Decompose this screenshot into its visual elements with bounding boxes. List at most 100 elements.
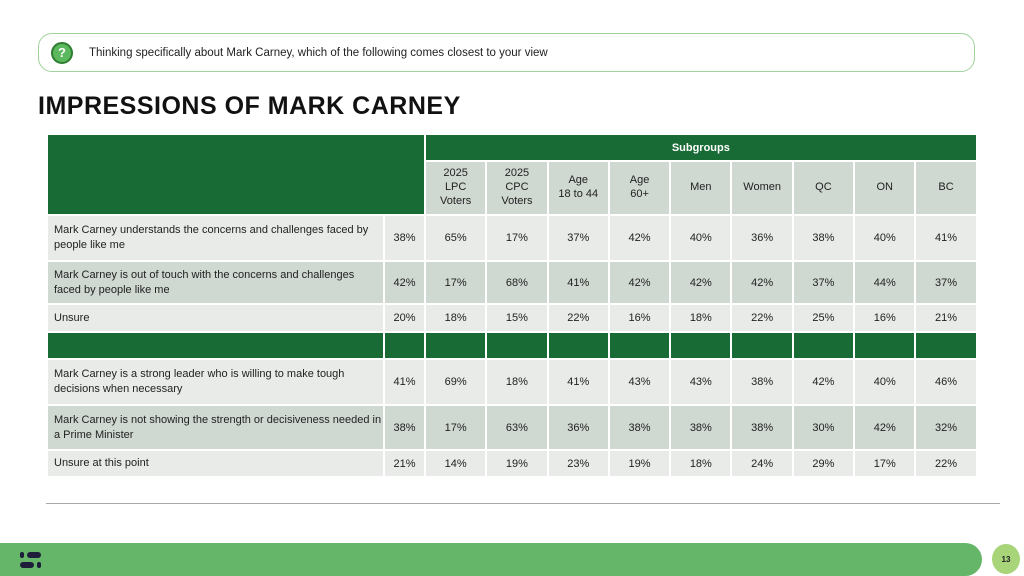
cell-value: 18% (423, 303, 488, 333)
separator-cell (607, 331, 672, 360)
cell-value: 42% (791, 358, 856, 406)
separator-cell (914, 331, 978, 360)
cell-value: 41% (546, 260, 610, 305)
cell-value: 24% (730, 449, 794, 478)
cell-value: 63% (485, 404, 549, 451)
cell-value: 43% (607, 358, 672, 406)
divider (46, 503, 1000, 504)
cell-value: 42% (669, 260, 733, 305)
cell-value: 68% (485, 260, 549, 305)
cell-value: 25% (791, 303, 856, 333)
separator-cell (791, 331, 856, 360)
cell-value: 17% (485, 214, 549, 262)
separator-cell (46, 331, 385, 360)
cell-value: 22% (914, 449, 978, 478)
cell-value: 14% (423, 449, 488, 478)
cell-value: 17% (423, 404, 488, 451)
cell-value: 44% (853, 260, 917, 305)
column-header: Men (669, 160, 733, 216)
table-row: Unsure 20% 18% 15% 22% 16% 18% 22% 25% 16% 21% (46, 303, 978, 333)
separator-cell (853, 331, 917, 360)
column-header-line: Women (743, 181, 781, 194)
column-header-line: Voters (501, 194, 533, 207)
separator-cell (423, 331, 488, 360)
row-label: Mark Carney is a strong leader who is wi… (46, 358, 385, 406)
cell-value: 21% (914, 303, 978, 333)
column-header-line: 2025 (443, 167, 468, 180)
row-label: Mark Carney is not showing the strength … (46, 404, 385, 451)
column-header-line: Age (568, 174, 589, 187)
separator-cell (730, 331, 794, 360)
column-header: 2025 LPC Voters (423, 160, 488, 216)
column-header: BC (914, 160, 978, 216)
column-header-line: Men (690, 181, 712, 194)
cell-value: 17% (423, 260, 488, 305)
cell-value: 36% (546, 404, 610, 451)
cell-value: 38% (669, 404, 733, 451)
cell-value: 65% (423, 214, 488, 262)
cell-value: 41% (914, 214, 978, 262)
cell-value: 19% (607, 449, 672, 478)
question-box: ? Thinking specifically about Mark Carne… (38, 33, 975, 72)
results-table: Subgroups 2025 LPC Voters 2025 CPC Voters Age 1… (46, 133, 978, 478)
total-value: 41% (383, 358, 426, 406)
column-header: QC (791, 160, 856, 216)
separator-cell (485, 331, 549, 360)
row-label: Mark Carney understands the concerns and… (46, 214, 385, 262)
footer-bar (0, 543, 982, 576)
table-row: Unsure at this point 21% 14% 19% 23% 19% 18% 24… (46, 449, 978, 478)
table-row: Mark Carney is not showing the strength … (46, 404, 978, 451)
cell-value: 38% (791, 214, 856, 262)
cell-value: 41% (546, 358, 610, 406)
column-header-line: 60+ (630, 188, 649, 200)
cell-value: 19% (485, 449, 549, 478)
column-header: ON (853, 160, 917, 216)
cell-value: 42% (607, 214, 672, 262)
column-header-line: LPC (444, 181, 467, 194)
cell-value: 29% (791, 449, 856, 478)
cell-value: 18% (485, 358, 549, 406)
cell-value: 18% (669, 449, 733, 478)
cell-value: 40% (853, 358, 917, 406)
cell-value: 37% (791, 260, 856, 305)
page-title: IMPRESSIONS OF MARK CARNEY (38, 92, 461, 120)
question-icon: ? (51, 41, 73, 64)
column-header-line: BC (938, 181, 954, 194)
row-label: Unsure at this point (46, 449, 385, 478)
cell-value: 37% (546, 214, 610, 262)
cell-value: 30% (791, 404, 856, 451)
table-row: Mark Carney understands the concerns and… (46, 214, 978, 262)
cell-value: 18% (669, 303, 733, 333)
row-label: Mark Carney is out of touch with the con… (46, 260, 385, 305)
header-blank (46, 133, 426, 216)
cell-value: 16% (607, 303, 672, 333)
cell-value: 22% (546, 303, 610, 333)
question-text: Thinking specifically about Mark Carney,… (89, 46, 548, 59)
logo-icon (20, 552, 41, 568)
separator-cell (546, 331, 610, 360)
column-header: Age 60+ (607, 160, 672, 216)
column-header-line: ON (876, 181, 893, 194)
column-header-line: 2025 (504, 167, 530, 180)
column-header: Age 18 to 44 (546, 160, 610, 216)
cell-value: 38% (730, 358, 794, 406)
cell-value: 36% (730, 214, 794, 262)
cell-value: 23% (546, 449, 610, 478)
cell-value: 40% (853, 214, 917, 262)
cell-value: 42% (607, 260, 672, 305)
cell-value: 15% (485, 303, 549, 333)
cell-value: 46% (914, 358, 978, 406)
column-header: 2025 CPC Voters (485, 160, 549, 216)
cell-value: 32% (914, 404, 978, 451)
total-value: 42% (383, 260, 426, 305)
column-header-line: QC (815, 181, 832, 194)
cell-value: 40% (669, 214, 733, 262)
cell-value: 22% (730, 303, 794, 333)
column-header-line: 18 to 44 (558, 188, 599, 200)
section-separator (46, 331, 978, 360)
table-row: Mark Carney is out of touch with the con… (46, 260, 978, 305)
column-header: Women (730, 160, 794, 216)
cell-value: 69% (423, 358, 488, 406)
cell-value: 17% (853, 449, 917, 478)
table-row: Mark Carney is a strong leader who is wi… (46, 358, 978, 406)
